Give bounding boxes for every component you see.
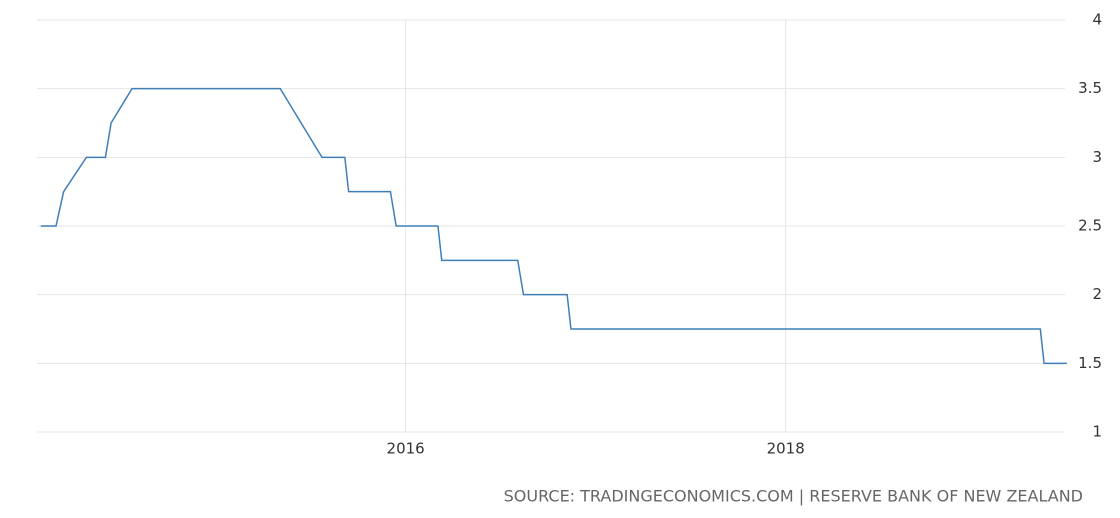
y-tick-label: 3.5 bbox=[1078, 79, 1102, 97]
y-tick-label: 1.5 bbox=[1078, 354, 1102, 372]
y-tick-label: 2.5 bbox=[1078, 217, 1102, 235]
source-note: SOURCE: TRADINGECONOMICS.COM | RESERVE B… bbox=[504, 487, 1083, 506]
y-tick-label: 2 bbox=[1092, 285, 1102, 303]
y-tick-label: 1 bbox=[1092, 423, 1102, 441]
x-tick-label: 2016 bbox=[387, 440, 425, 458]
y-tick-label: 4 bbox=[1092, 11, 1102, 29]
x-tick-label: 2018 bbox=[767, 440, 805, 458]
y-tick-label: 3 bbox=[1092, 148, 1102, 166]
line-series bbox=[40, 87, 1067, 365]
